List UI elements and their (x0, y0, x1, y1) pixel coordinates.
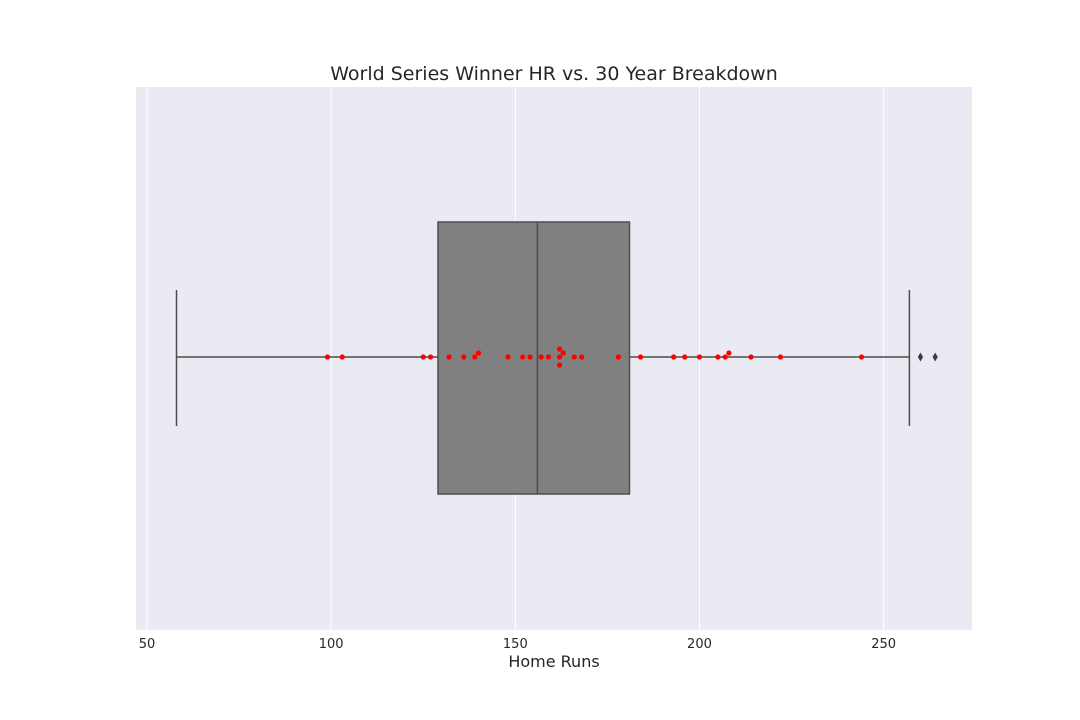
point-15 (556, 362, 563, 368)
point-26 (726, 350, 732, 356)
box-iqr (437, 221, 631, 495)
point-11 (538, 354, 544, 360)
x-tick-label-250: 250 (871, 637, 896, 652)
point-10 (527, 354, 533, 360)
x-tick-label-200: 200 (687, 637, 712, 652)
point-22 (682, 354, 688, 360)
x-tick-labels: 50 100 150 200 250 (139, 637, 896, 652)
point-12 (545, 354, 552, 360)
outlier-0 (917, 352, 924, 362)
point-1 (339, 354, 345, 360)
point-19 (615, 354, 622, 360)
point-3 (428, 354, 434, 360)
point-25 (722, 354, 728, 360)
point-28 (777, 354, 784, 360)
point-0 (324, 354, 331, 360)
point-4 (446, 354, 452, 360)
point-23 (696, 354, 703, 360)
outlier-1 (932, 352, 938, 362)
data-points (324, 346, 865, 368)
point-7 (475, 350, 482, 356)
point-8 (505, 354, 511, 360)
box-group (175, 221, 938, 495)
x-tick-label-150: 150 (503, 637, 528, 652)
point-9 (520, 354, 526, 360)
point-24 (715, 354, 721, 360)
point-13 (556, 354, 563, 360)
x-tick-label-100: 100 (319, 637, 344, 652)
point-18 (579, 354, 585, 360)
point-6 (472, 354, 478, 360)
point-5 (461, 354, 467, 360)
point-17 (571, 354, 577, 360)
point-27 (748, 354, 754, 360)
point-2 (420, 354, 426, 360)
point-29 (858, 354, 865, 360)
x-axis-label: Home Runs (508, 652, 599, 671)
chart-title: World Series Winner HR vs. 30 Year Break… (330, 63, 778, 85)
point-20 (637, 354, 644, 360)
point-14 (556, 346, 563, 352)
x-tick-label-50: 50 (139, 637, 156, 652)
point-21 (671, 354, 677, 360)
point-16 (560, 350, 566, 356)
